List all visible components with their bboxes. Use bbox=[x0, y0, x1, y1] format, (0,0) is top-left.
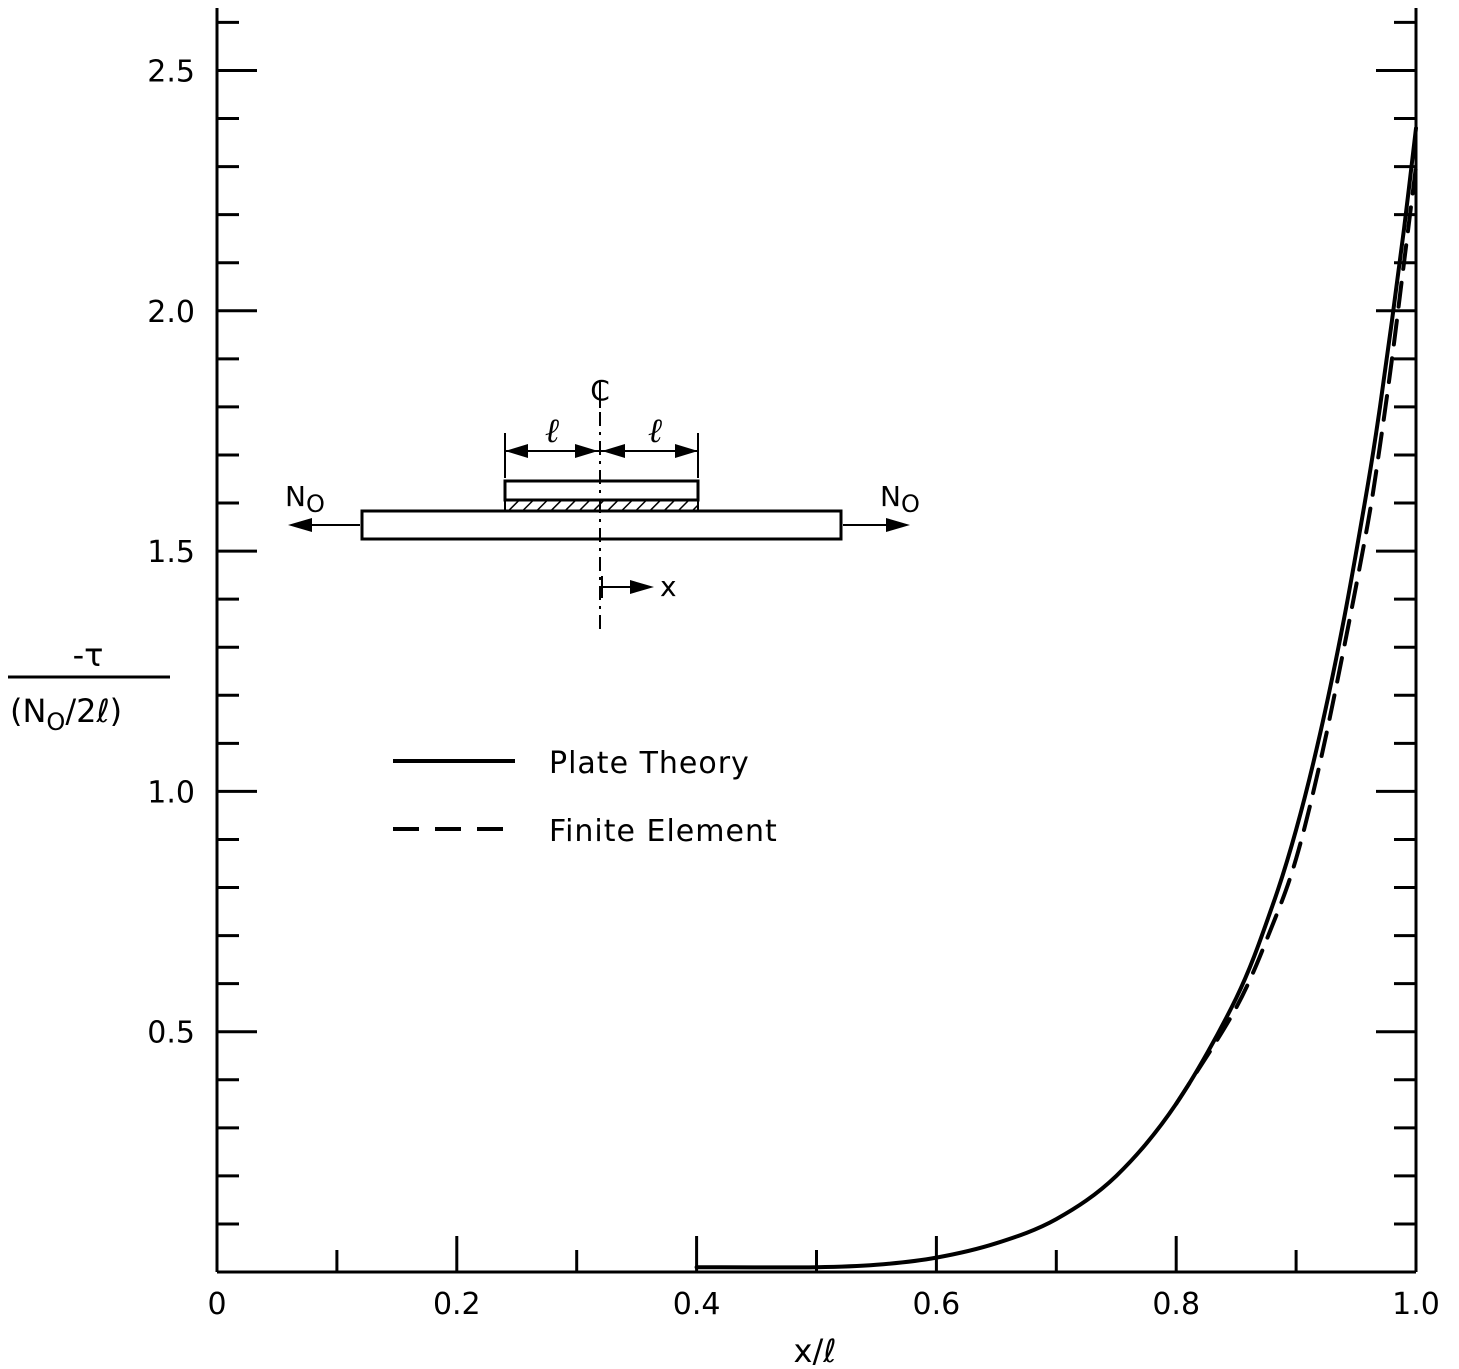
y-tick-label: 1.5 bbox=[147, 535, 195, 570]
y-axis-title: -τ (NO/2ℓ) bbox=[8, 636, 170, 736]
inset-diagram: C ℓ ℓ NO NO x bbox=[285, 374, 920, 635]
series-line-plate-theory bbox=[694, 126, 1418, 1270]
inset-load-arrow-right-head bbox=[886, 518, 910, 532]
axes bbox=[215, 8, 1418, 1274]
legend-label-plate-theory: Plate Theory bbox=[549, 746, 750, 781]
y-axis-title-numerator: -τ bbox=[73, 636, 104, 674]
series-line-finite-element bbox=[1174, 164, 1418, 1106]
x-tick-label: 0 bbox=[207, 1287, 226, 1322]
inset-length-label-left: ℓ bbox=[545, 411, 559, 451]
ticks bbox=[217, 20, 1416, 1272]
y-tick-label: 2.5 bbox=[147, 54, 195, 89]
legend-label-finite-element: Finite Element bbox=[549, 814, 778, 849]
inset-dim-arrow-4 bbox=[675, 444, 698, 458]
inset-coordinate-arrow-head bbox=[630, 580, 654, 594]
inset-length-label-right: ℓ bbox=[648, 411, 662, 451]
inset-load-arrow-left-head bbox=[288, 518, 312, 532]
x-axis-title: x/ℓ bbox=[794, 1332, 837, 1369]
inset-dim-arrow-3 bbox=[602, 444, 625, 458]
series-layer bbox=[694, 126, 1418, 1270]
inset-adhesive-layer bbox=[504, 499, 699, 512]
x-tick-label: 0.2 bbox=[433, 1287, 481, 1322]
inset-load-label-right: NO bbox=[880, 480, 920, 518]
y-tick-label: 1.0 bbox=[147, 775, 195, 810]
y-tick-label: 2.0 bbox=[147, 295, 195, 330]
inset-base-plate bbox=[360, 509, 843, 541]
inset-dim-arrow-1 bbox=[505, 444, 528, 458]
y-axis-title-denominator: (NO/2ℓ) bbox=[10, 692, 122, 736]
legend: Plate Theory Finite Element bbox=[393, 746, 778, 849]
inset-load-label-left: NO bbox=[285, 480, 325, 518]
x-tick-label: 0.4 bbox=[673, 1287, 721, 1322]
x-tick-label: 0.8 bbox=[1152, 1287, 1200, 1322]
inset-dim-arrow-2 bbox=[575, 444, 598, 458]
tick-labels: 0.5 1.0 1.5 2.0 2.5 0 0.2 0.4 0.6 0.8 1.0 bbox=[147, 54, 1440, 1322]
inset-coordinate-label: x bbox=[660, 570, 677, 603]
x-tick-label: 1.0 bbox=[1392, 1287, 1440, 1322]
y-tick-label: 0.5 bbox=[147, 1016, 195, 1051]
inset-cover-plate bbox=[503, 479, 700, 502]
x-tick-label: 0.6 bbox=[913, 1287, 961, 1322]
